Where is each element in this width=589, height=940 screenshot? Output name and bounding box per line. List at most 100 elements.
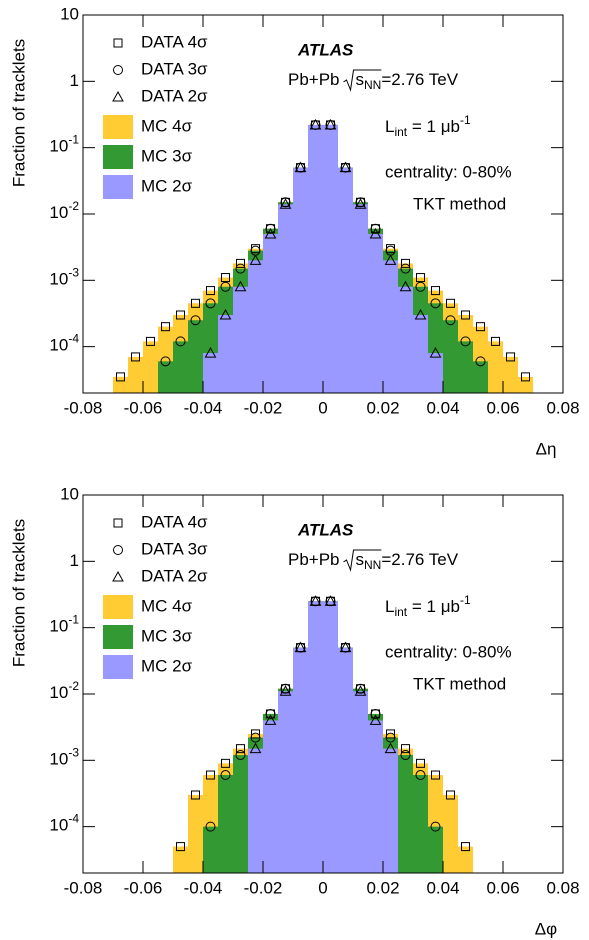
marker-square [221,273,230,283]
marker-circle [415,770,426,781]
histogram-bar [353,204,368,393]
y-tick-label: 10 [60,4,79,23]
marker-square [416,758,425,768]
method-label: TKT method [413,674,506,693]
histogram-bar [473,361,488,393]
marker-triangle [354,685,367,696]
y-tick-base: 10 [49,683,68,702]
marker-square [113,38,123,48]
marker-circle [175,336,186,347]
luminosity-label: Lint = 1 μb-1 [385,113,471,139]
marker-square [191,790,200,800]
x-tick-label: 0.04 [426,878,459,897]
centrality-label: centrality: 0-80% [385,642,512,661]
x-tick-label: 0 [318,878,327,897]
histogram-bar [248,260,263,393]
y-axis-label: Fraction of tracklets [9,39,28,187]
marker-circle [205,821,216,832]
method-label: TKT method [413,194,506,213]
y-tick-label: 10-3 [49,745,79,768]
y-tick-exponent: -1 [68,133,79,147]
marker-square [491,336,500,346]
histogram-bar [128,356,143,393]
marker-triangle [112,570,124,582]
marker-triangle [369,714,382,725]
histogram-bar [218,775,233,873]
x-tick-label: -0.04 [184,398,223,417]
histogram-bar [458,846,473,873]
marker-square [461,310,470,320]
marker-square [221,758,230,768]
luminosity-value: = 1 μb [407,117,460,136]
x-tick-label: -0.08 [64,878,103,897]
y-tick-base: 10 [49,617,68,636]
marker-circle [385,732,396,743]
marker-triangle [339,161,352,173]
marker-circle [235,263,246,274]
legend-label: MC 3σ [141,146,193,165]
histogram-bar [188,794,203,873]
marker-triangle [204,347,217,358]
histogram-bar [428,353,443,393]
histogram-bar [383,260,398,393]
legend-swatch [103,595,133,619]
y-tick-base: 10 [49,816,68,835]
histogram-bar [458,341,473,393]
legend-label: MC 2σ [141,176,193,195]
marker-square [236,258,245,268]
marker-triangle [339,641,352,653]
marker-triangle [324,118,337,130]
histogram-bar [188,320,203,393]
marker-square [191,298,200,308]
marker-square [146,336,155,346]
marker-triangle [414,308,427,320]
histogram-bar [158,361,173,393]
luminosity-symbol: L [385,117,394,136]
panel: -0.08 -0.06 -0.04 -0.02 0 0.02 0.04 0.06 0.0810-… [9,484,579,938]
histogram-bar [278,204,293,393]
panel: -0.08 -0.06 -0.04 -0.02 0 0.02 0.04 0.06 0.0810-… [9,4,579,458]
histogram-bar [503,356,518,393]
marker-square [461,842,470,852]
x-tick-label: 0.06 [486,878,519,897]
legend-swatch [103,625,133,649]
y-tick-exponent: -2 [68,199,79,213]
histogram-bar [443,320,458,393]
histogram-bar [398,286,413,393]
marker-square [251,729,260,739]
legend-label: DATA 2σ [141,86,208,105]
experiment-label: ATLAS [297,520,354,539]
histogram-bar [263,233,278,393]
y-tick-label: 10-3 [49,265,79,288]
luminosity-sub: int [394,605,407,619]
y-tick-exponent: -3 [68,265,79,279]
x-tick-label: 0.04 [426,398,459,417]
marker-square [116,372,125,382]
y-tick-base: 10 [49,137,68,156]
marker-circle [160,356,171,367]
histogram-bar [323,601,338,873]
x-tick-label: -0.06 [124,398,163,417]
marker-triangle [399,280,412,292]
marker-circle [250,732,261,743]
histogram-bar [248,748,263,873]
legend-swatch [103,655,133,679]
x-axis-label: Δη [536,439,557,458]
y-tick-exponent: -1 [68,613,79,627]
marker-square [521,372,530,382]
marker-triangle [324,595,337,606]
histogram-bar [173,341,188,393]
x-tick-label: -0.02 [244,878,283,897]
marker-square [386,729,395,739]
marker-square [431,770,440,780]
legend-label: DATA 3σ [141,539,208,558]
energy-sqrt: s [356,550,365,569]
marker-triangle [369,227,382,239]
marker-circle [430,821,441,832]
luminosity-sub: int [394,125,407,139]
histogram-bar [488,341,503,393]
x-axis-label: Δφ [535,919,557,938]
marker-circle [460,336,471,347]
marker-square [206,286,215,296]
